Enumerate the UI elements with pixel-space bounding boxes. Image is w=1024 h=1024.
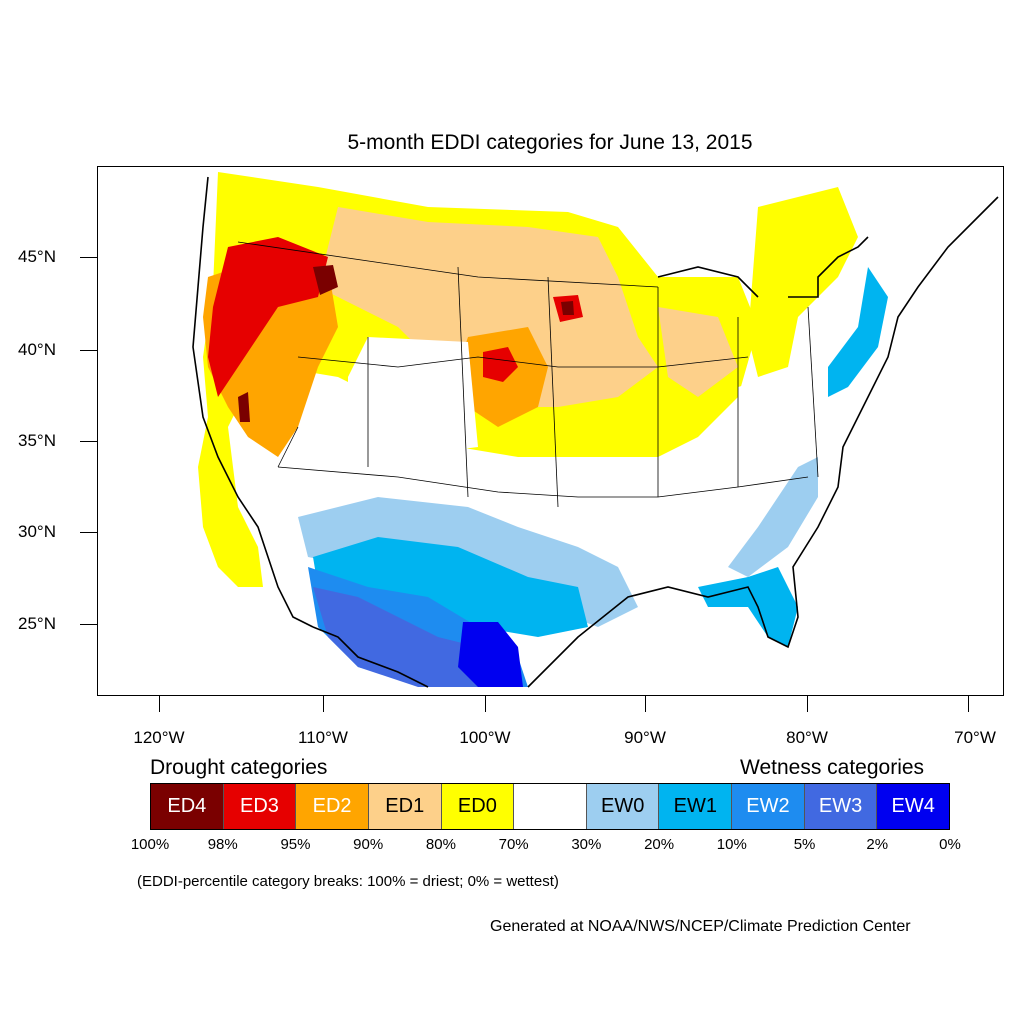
lon-tick-90w (645, 696, 646, 712)
eddi-map (192, 172, 999, 688)
map-title: 5-month EDDI categories for June 13, 201… (347, 131, 753, 154)
lat-label-25n: 25°N (18, 614, 56, 633)
percentile-label: 2% (866, 836, 889, 853)
percentile-label: 30% (571, 836, 602, 853)
percentile-label: 80% (425, 836, 456, 853)
region-ew0-east (728, 457, 818, 577)
region-ew1-northeast (828, 267, 888, 397)
lat-label-45n: 45°N (18, 247, 56, 266)
region-ed4-minnesota (561, 301, 574, 315)
state-borders (237, 241, 819, 508)
lon-tick-80w (807, 696, 808, 712)
percentile-label: 5% (793, 836, 816, 853)
region-neutral-south (278, 447, 798, 587)
percentile-label: 100% (130, 836, 170, 853)
legend-cell-ew4: EW4 (877, 784, 950, 829)
legend-cell-ed0: ED0 (441, 784, 515, 829)
credit-text: Generated at NOAA/NWS/NCEP/Climate Predi… (490, 918, 911, 935)
legend-cell-neutral (514, 784, 587, 829)
lon-tick-110w (323, 696, 324, 712)
percentile-label: 70% (498, 836, 529, 853)
percentile-label: 0% (939, 836, 961, 853)
lat-tick-25n (80, 624, 97, 625)
legend-cell-ed3: ED3 (223, 784, 297, 829)
region-ew4-texas (458, 622, 523, 687)
lon-label-110w: 110°W (298, 728, 348, 747)
legend-cell-ew0: EW0 (586, 784, 660, 829)
region-ed3-northwest (208, 237, 328, 397)
lon-label-100w: 100°W (459, 728, 511, 747)
lon-tick-120w (159, 696, 160, 712)
legend-note: (EDDI-percentile category breaks: 100% =… (137, 873, 559, 890)
region-ed4-oregon (238, 392, 250, 422)
region-ed4-idaho (313, 265, 338, 295)
lat-label-30n: 30°N (18, 522, 56, 541)
legend-cell-ew3: EW3 (804, 784, 878, 829)
lon-label-90w: 90°W (624, 728, 666, 747)
lat-tick-45n (80, 257, 97, 258)
legend-cell-ed4: ED4 (151, 784, 224, 829)
region-ew1-southeast (698, 567, 798, 647)
percentile-label: 10% (716, 836, 747, 853)
legend-cell-ed2: ED2 (296, 784, 369, 829)
legend-cell-ew2: EW2 (732, 784, 805, 829)
lon-tick-70w (968, 696, 969, 712)
lon-label-120w: 120°W (133, 728, 185, 747)
region-ed1-lakes (658, 307, 738, 397)
lat-label-40n: 40°N (18, 340, 56, 359)
percentile-label: 90% (353, 836, 384, 853)
region-ew1-texas (313, 537, 588, 637)
percentile-label: 20% (644, 836, 675, 853)
lat-tick-40n (80, 350, 97, 351)
region-ed3-plains (483, 347, 518, 382)
map-panel (97, 166, 1004, 696)
wetness-heading: Wetness categories (740, 756, 925, 779)
lat-tick-35n (80, 441, 97, 442)
lon-tick-100w (485, 696, 486, 712)
lat-tick-30n (80, 532, 97, 533)
region-neutral-central (348, 337, 478, 457)
region-ed1-north (318, 207, 658, 407)
region-ed0-northeast (748, 187, 858, 377)
percentile-label: 98% (207, 836, 238, 853)
legend-cell-ew1: EW1 (659, 784, 733, 829)
legend-bar: ED4 ED3 ED2 ED1 ED0 EW0 EW1 EW2 EW3 EW4 (150, 783, 950, 830)
lat-label-35n: 35°N (18, 431, 56, 450)
percentile-label: 95% (280, 836, 311, 853)
legend-cell-ed1: ED1 (368, 784, 442, 829)
category-regions (198, 172, 888, 687)
lon-label-80w: 80°W (786, 728, 828, 747)
drought-heading: Drought categories (150, 756, 328, 779)
lon-label-70w: 70°W (954, 728, 996, 747)
coastlines (192, 176, 999, 688)
